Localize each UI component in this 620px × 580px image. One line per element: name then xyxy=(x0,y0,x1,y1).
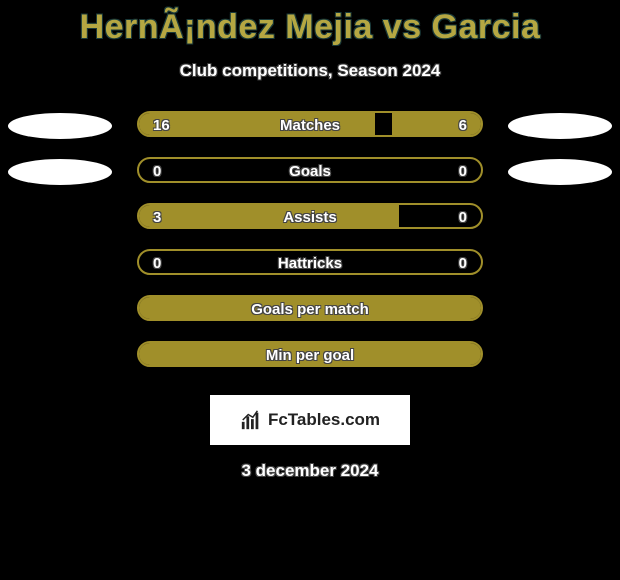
stat-row: Goals per match xyxy=(0,293,620,339)
stat-label: Goals per match xyxy=(139,297,481,319)
stat-bar: Min per goal xyxy=(137,341,483,367)
comparison-title: HernÃ¡ndez Mejia vs Garcia xyxy=(0,0,620,47)
stat-label: Matches xyxy=(139,113,481,135)
logo-box: FcTables.com xyxy=(210,395,410,445)
stat-label: Assists xyxy=(139,205,481,227)
stats-chart: 166Matches 00Goals 30Assists 00Hattricks Goa… xyxy=(0,109,620,385)
stat-bar: 00Hattricks xyxy=(137,249,483,275)
stat-bar: 00Goals xyxy=(137,157,483,183)
player-right-badge xyxy=(508,159,612,185)
bar-chart-icon xyxy=(240,409,262,431)
stat-bar: 166Matches xyxy=(137,111,483,137)
snapshot-date: 3 december 2024 xyxy=(0,461,620,481)
stat-label: Hattricks xyxy=(139,251,481,273)
stat-row: Min per goal xyxy=(0,339,620,385)
stat-row: 30Assists xyxy=(0,201,620,247)
stat-row: 00Hattricks xyxy=(0,247,620,293)
stat-label: Min per goal xyxy=(139,343,481,365)
stat-row: 00Goals xyxy=(0,155,620,201)
logo-text: FcTables.com xyxy=(268,410,380,430)
stat-bar: Goals per match xyxy=(137,295,483,321)
comparison-subtitle: Club competitions, Season 2024 xyxy=(0,61,620,81)
player-left-badge xyxy=(8,159,112,185)
stat-bar: 30Assists xyxy=(137,203,483,229)
stat-label: Goals xyxy=(139,159,481,181)
player-right-badge xyxy=(508,113,612,139)
stat-row: 166Matches xyxy=(0,109,620,155)
player-left-badge xyxy=(8,113,112,139)
